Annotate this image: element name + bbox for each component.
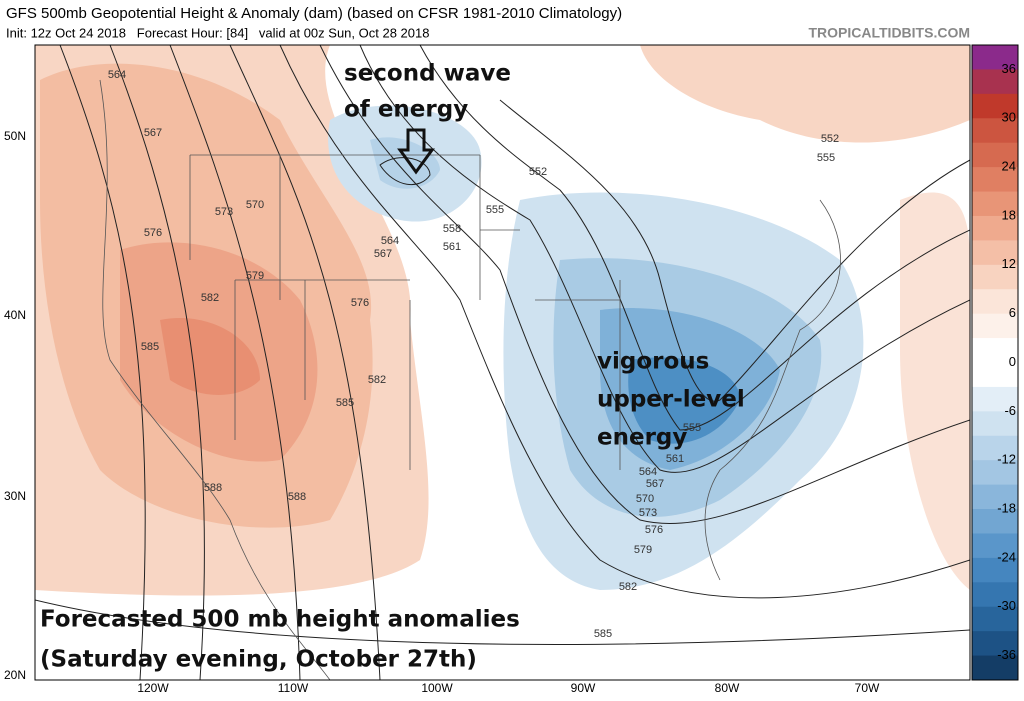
colorbar-segment [972,264,1018,290]
colorbar-tick-label: 36 [1002,61,1016,76]
contour-label: 576 [351,297,369,309]
contour-label: 576 [144,227,162,239]
contour-label: 567 [646,478,664,490]
lat-label: 50N [4,129,26,143]
contour-label: 567 [374,248,392,260]
title: GFS 500mb Geopotential Height & Anomaly … [6,5,622,22]
annotation: energy [597,425,687,451]
contour-label: 588 [204,482,222,494]
colorbar-segment [972,240,1018,266]
colorbar-segment [972,338,1018,363]
lon-label: 110W [278,681,309,695]
contour-label: 564 [108,69,126,81]
lon-label: 80W [715,681,740,695]
contour-label: 558 [443,223,461,235]
colorbar-segment [972,631,1018,657]
contour-label: 555 [817,152,835,164]
lat-label: 40N [4,308,26,322]
map-area [35,45,970,680]
colorbar-tick-label: 12 [1002,256,1016,271]
colorbar-tick-label: 24 [1002,159,1016,174]
colorbar-tick-label: -6 [1004,403,1016,418]
contour-label: 585 [594,628,612,640]
colorbar-segment [972,362,1018,388]
contour-label: 552 [821,133,839,145]
colorbar-tick-label: -24 [997,549,1016,564]
colorbar-segment [972,655,1018,681]
map-frame [34,44,971,681]
colorbar-frame [971,44,1019,681]
lon-label: 70W [855,681,880,695]
colorbar-segment [972,435,1018,461]
colorbar-tick-label: 6 [1009,305,1016,320]
contour-label: 552 [529,166,547,178]
colorbar: 36 30 24 18 12 6 0 -6 -12 -18 -24 -30 -36 [971,44,1019,681]
contour-label: 561 [666,453,684,465]
colorbar-tick-label: 0 [1009,354,1016,369]
colorbar-tick-label: -12 [997,452,1016,467]
contour-label: 561 [443,241,461,253]
colorbar-tick-label: -36 [997,647,1016,662]
contour-label: 582 [201,292,219,304]
contour-label: 582 [619,581,637,593]
annotation: upper-level [597,387,745,413]
colorbar-segment [972,411,1018,437]
contour-label: 585 [336,397,354,409]
colorbar-segment [972,533,1018,559]
colorbar-segment [972,45,1018,70]
annotation: second wave [344,61,511,87]
colorbar-segment [972,313,1018,339]
colorbar-segment [972,191,1018,217]
colorbar-segment [972,460,1018,486]
colorbar-segment [972,289,1018,315]
annotation: vigorous [597,349,709,375]
colorbar-tick-label: -30 [997,598,1016,613]
contour-label: 588 [288,491,306,503]
colorbar-segment [972,118,1018,144]
contour-label: 555 [486,204,504,216]
caption: Forecasted 500 mb height anomalies [40,607,520,633]
colorbar-segment [972,582,1018,608]
colorbar-segment [972,386,1018,412]
lon-label: 100W [421,681,453,695]
colorbar-tick-label: 30 [1002,110,1016,125]
colorbar-segment [972,69,1018,95]
contour-label: 564 [381,235,399,247]
contour-label: 573 [215,206,233,218]
colorbar-segment [972,215,1018,241]
lat-label: 20N [4,668,26,682]
colorbar-segment [972,606,1018,632]
contour-label: 564 [639,466,657,478]
colorbar-segment [972,484,1018,510]
contour-label: 570 [636,493,654,505]
source: TROPICALTIDBITS.COM [808,25,970,41]
colorbar-segment [972,509,1018,534]
annotation: of energy [344,97,468,123]
lon-label: 120W [137,681,169,695]
lat-label: 30N [4,489,26,503]
subtitle: Init: 12z Oct 24 2018 Forecast Hour: [84… [6,25,429,40]
caption: (Saturday evening, October 27th) [40,647,477,673]
colorbar-segment [972,142,1018,168]
contour-label: 582 [368,374,386,386]
colorbar-tick-label: 18 [1002,207,1016,222]
contour-label: 573 [639,507,657,519]
contour-label: 579 [246,270,264,282]
contour-label: 585 [141,341,159,353]
lon-label: 90W [571,681,596,695]
colorbar-segment [972,93,1018,119]
contour-label: 555 [683,422,701,434]
arrow [397,128,435,175]
colorbar-segment [972,557,1018,583]
colorbar-tick-label: -18 [997,500,1016,515]
contour-label: 570 [246,199,264,211]
contour-label: 567 [144,127,162,139]
contour-label: 579 [634,544,652,556]
contour-label: 576 [645,524,663,536]
colorbar-segment [972,167,1018,193]
